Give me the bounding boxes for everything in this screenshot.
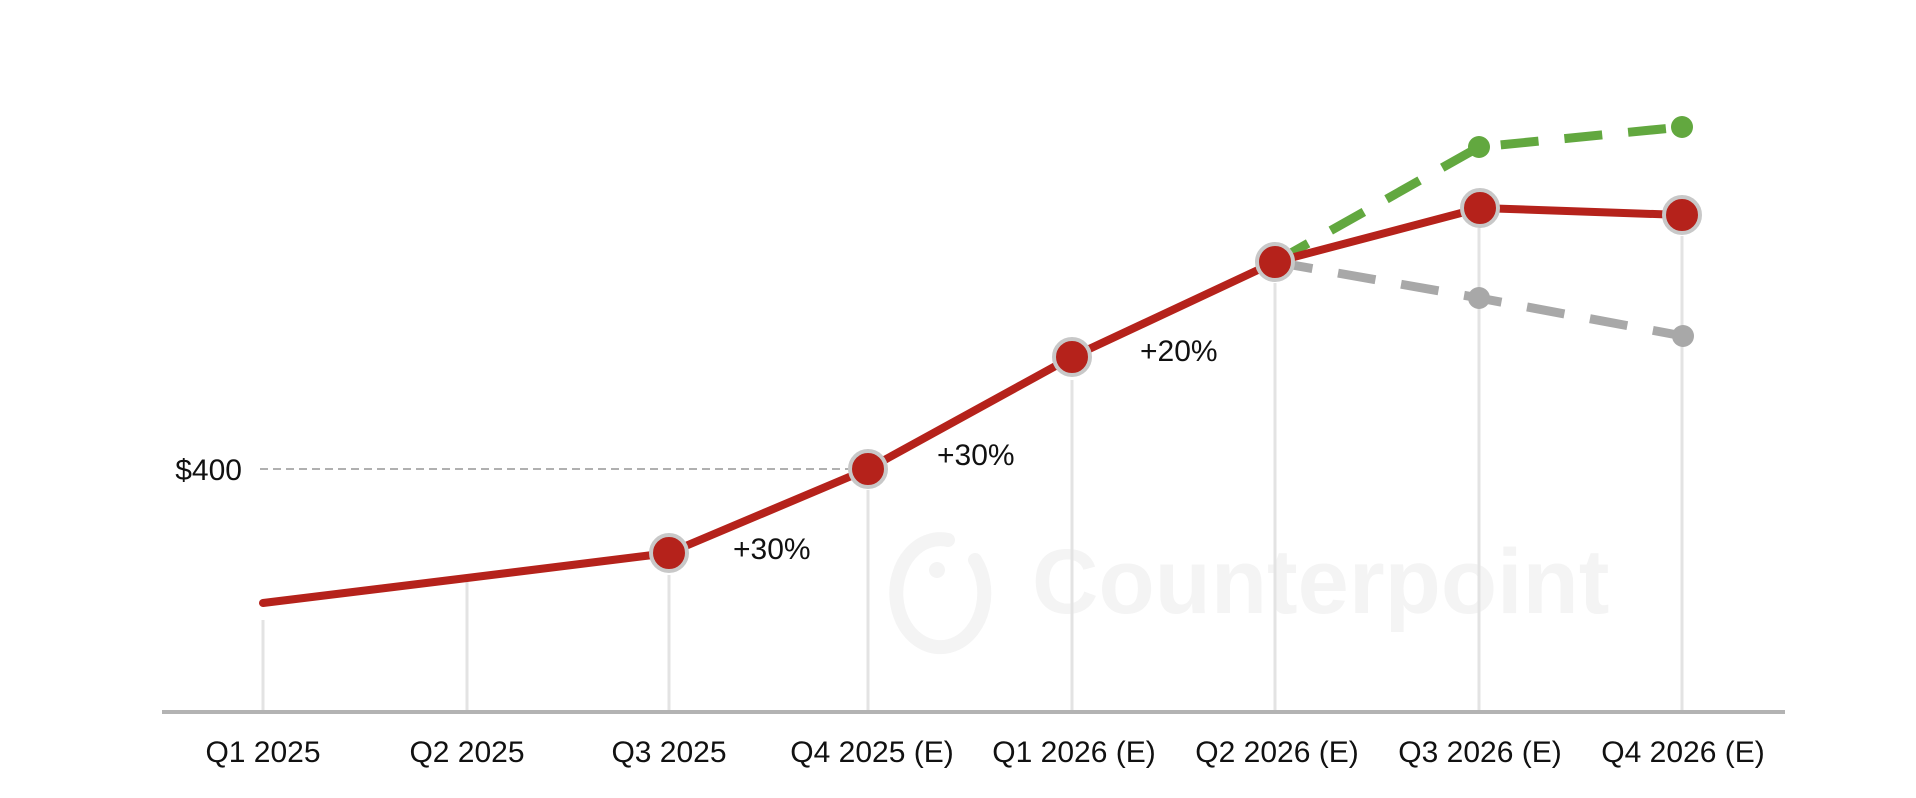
growth-annotation: +30%: [937, 439, 1015, 472]
data-point: [1255, 242, 1295, 282]
x-tick-label: Q2 2025: [409, 736, 524, 769]
x-tick-label: Q3 2025: [611, 736, 726, 769]
x-tick-label: Q4 2026 (E): [1601, 736, 1764, 769]
data-point: [649, 533, 689, 573]
x-tick-label: Q2 2026 (E): [1195, 736, 1358, 769]
x-tick-label: Q1 2026 (E): [992, 736, 1155, 769]
downside-point: [1468, 287, 1490, 309]
upside-scenario-line: [1272, 122, 1683, 266]
upside-point: [1671, 116, 1693, 138]
data-point: [1662, 195, 1702, 235]
growth-annotation: +30%: [733, 533, 811, 566]
reference-label: $400: [175, 454, 242, 487]
downside-point: [1672, 325, 1694, 347]
data-point: [1052, 337, 1092, 377]
upside-point: [1468, 136, 1490, 158]
growth-annotation: +20%: [1140, 335, 1218, 368]
counterpoint-logo-icon: [889, 532, 992, 655]
x-tick-label: Q3 2026 (E): [1398, 736, 1561, 769]
base-series-line: [259, 204, 1686, 607]
counterpoint-watermark: Counterpoint: [889, 531, 1609, 655]
base-series-points: [649, 188, 1702, 573]
x-axis-labels: Q1 2025 Q2 2025 Q3 2025 Q4 2025 (E) Q1 2…: [205, 736, 1764, 769]
x-tick-label: Q1 2025: [205, 736, 320, 769]
watermark-text: Counterpoint: [1032, 531, 1609, 633]
x-tick-label: Q4 2025 (E): [790, 736, 953, 769]
data-point: [1460, 188, 1500, 228]
data-point: [848, 449, 888, 489]
